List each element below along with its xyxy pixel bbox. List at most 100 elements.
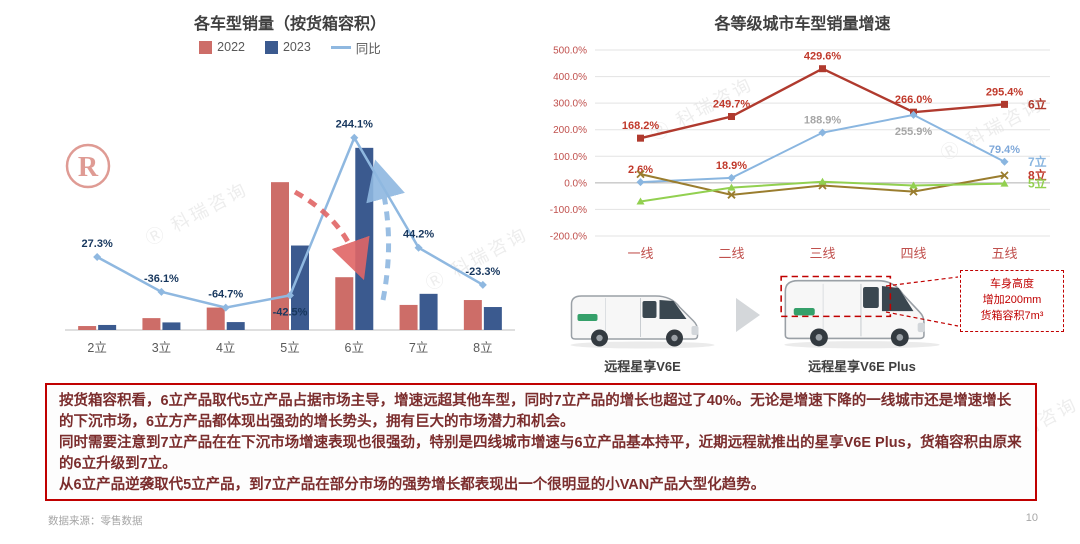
- annotation-leader-lines: [885, 276, 959, 327]
- legend-swatch: [330, 45, 351, 49]
- chart-text: 429.6%: [804, 51, 842, 63]
- chart-text: -100.0%: [550, 205, 587, 216]
- marker-x: [1000, 171, 1009, 180]
- marker-square: [637, 134, 644, 142]
- chart-text: 255.9%: [895, 126, 933, 138]
- legend-label: 2022: [217, 40, 245, 54]
- chart-text: 四线: [900, 246, 926, 261]
- chart-text: 100.0%: [553, 152, 587, 163]
- bar-2022: [78, 326, 97, 330]
- van-v6e-plus-image: [780, 275, 940, 349]
- chart-text: -23.3%: [465, 266, 500, 278]
- bar-2022: [399, 304, 418, 330]
- chart-text: 6立: [345, 340, 364, 355]
- van-v6e-image: [570, 295, 715, 349]
- van-annotation-line: 货箱容积7m³: [980, 309, 1044, 322]
- chart-text: 5立: [1028, 176, 1047, 191]
- chart-text: 6立: [1028, 96, 1047, 111]
- marker-square: [819, 65, 826, 73]
- left-chart-legend: 2022 2023 同比: [55, 38, 525, 56]
- chart-text: 7立: [409, 340, 428, 355]
- marker-triangle: [1000, 179, 1009, 187]
- chart-text: 200.0%: [553, 125, 587, 136]
- bar-2022: [142, 318, 161, 330]
- brand-logo-icon: R: [60, 138, 116, 199]
- van-v6e-plus-label: 远程星享V6E Plus: [808, 359, 916, 374]
- cargo-annotation: 车身高度 增加200mm 货箱容积7m³: [960, 270, 1064, 332]
- bar-2023: [98, 324, 117, 330]
- chart-text: 2立: [87, 340, 106, 355]
- city-tier-growth-chart: 各等级城市车型销量增速 500.0% 400.0% 300.0% 200.0% 100.…: [535, 8, 1070, 276]
- svg-text:R: R: [78, 152, 99, 183]
- legend-label: 同比: [355, 41, 381, 56]
- bar-2022: [271, 182, 289, 330]
- chart-text: 44.2%: [403, 229, 434, 241]
- chart-text: 4立: [216, 340, 235, 355]
- chart-text: 8立: [1028, 167, 1047, 182]
- analysis-paragraph: 从6立产品逆袭取代5立产品，到7立产品在部分市场的强势增长都表现出一个很明显的小…: [59, 477, 766, 494]
- right-chart-canvas: 500.0% 400.0% 300.0% 200.0% 100.0% 0.0% -100.0…: [550, 46, 1050, 261]
- marker-diamond: [1000, 157, 1009, 166]
- marker-diamond: [221, 303, 230, 312]
- legend-swatch: [264, 40, 278, 54]
- marker-diamond: [157, 287, 166, 296]
- sales-by-cargo-volume-chart: 各车型销量（按货箱容积） 2022 2023 同比 2立 3立 4立 5立 6立 7立 8立 27…: [55, 8, 525, 378]
- chart-text: 18.9%: [716, 160, 747, 172]
- chart-text: 三线: [809, 246, 835, 261]
- chart-text: -200.0%: [550, 232, 587, 243]
- analysis-paragraph: 同时需要注意到7立产品在在下沉市场增速表现也很强劲，特别是四线城市增速与6立产品…: [59, 435, 1022, 473]
- chart-text: 8立: [473, 340, 492, 355]
- chart-text: 3立: [152, 340, 171, 355]
- marker-diamond: [414, 243, 423, 252]
- marker-diamond: [350, 133, 359, 142]
- chart-text: 7立: [1028, 154, 1047, 169]
- marker-triangle: [727, 183, 736, 191]
- chart-text: 五线: [991, 246, 1017, 261]
- legend-item-2022: 2022: [199, 40, 245, 54]
- chart-text: 188.9%: [804, 115, 842, 127]
- chart-text: 400.0%: [553, 72, 587, 83]
- analysis-paragraph: 按货箱容积看，6立产品取代5立产品占据市场主导，增速远超其他车型，同时7立产品的…: [59, 393, 1012, 431]
- marker-triangle: [818, 177, 827, 185]
- spike-arrow-icon: [366, 159, 405, 301]
- bar-2023: [226, 322, 245, 330]
- chart-text: 0.0%: [564, 178, 587, 189]
- chart-text: 168.2%: [622, 120, 660, 132]
- bar-2023: [162, 322, 181, 330]
- right-chart-title: 各等级城市车型销量增速: [714, 16, 891, 33]
- legend-item-同比: 同比: [330, 38, 381, 57]
- bar-2022: [206, 307, 225, 330]
- marker-diamond: [286, 291, 294, 300]
- chart-text: 5立: [280, 340, 299, 355]
- chart-text: 79.4%: [989, 144, 1020, 156]
- marker-diamond: [93, 252, 102, 261]
- marker-x: [909, 187, 918, 196]
- left-chart-title: 各车型销量（按货箱容积）: [193, 16, 386, 33]
- left-chart-canvas: 2立 3立 4立 5立 6立 7立 8立 27.3% -36.1% -64.7% -42.5% 244…: [65, 119, 515, 355]
- bar-2023: [355, 147, 374, 330]
- shift-arrow-icon: [293, 189, 370, 281]
- chart-text: 一线: [627, 246, 653, 261]
- page-number: 10: [1025, 512, 1038, 524]
- marker-diamond: [909, 110, 918, 119]
- chart-text: -36.1%: [144, 273, 179, 285]
- chart-text: 266.0%: [895, 94, 933, 106]
- van-v6e-plus: 远程星享V6E Plus: [768, 266, 956, 375]
- chart-text: 295.4%: [986, 86, 1024, 98]
- van-v6e-label: 远程星享V6E: [604, 359, 681, 374]
- marker-triangle: [909, 181, 918, 189]
- chart-text: -42.5%: [273, 306, 308, 318]
- marker-triangle: [636, 197, 645, 205]
- legend-swatch: [199, 40, 213, 54]
- legend-item-2023: 2023: [264, 40, 311, 54]
- van-annotation-line: 增加200mm: [982, 293, 1042, 306]
- marker-x: [727, 190, 736, 199]
- cargo-highlight-box: [780, 275, 892, 318]
- chart-text: 300.0%: [553, 99, 587, 110]
- chart-text: 二线: [718, 246, 744, 261]
- bar-2023: [291, 245, 309, 330]
- chart-text: -64.7%: [208, 289, 243, 301]
- marker-square: [1001, 100, 1008, 108]
- arrow-right-icon: [736, 298, 760, 332]
- marker-diamond: [818, 128, 827, 137]
